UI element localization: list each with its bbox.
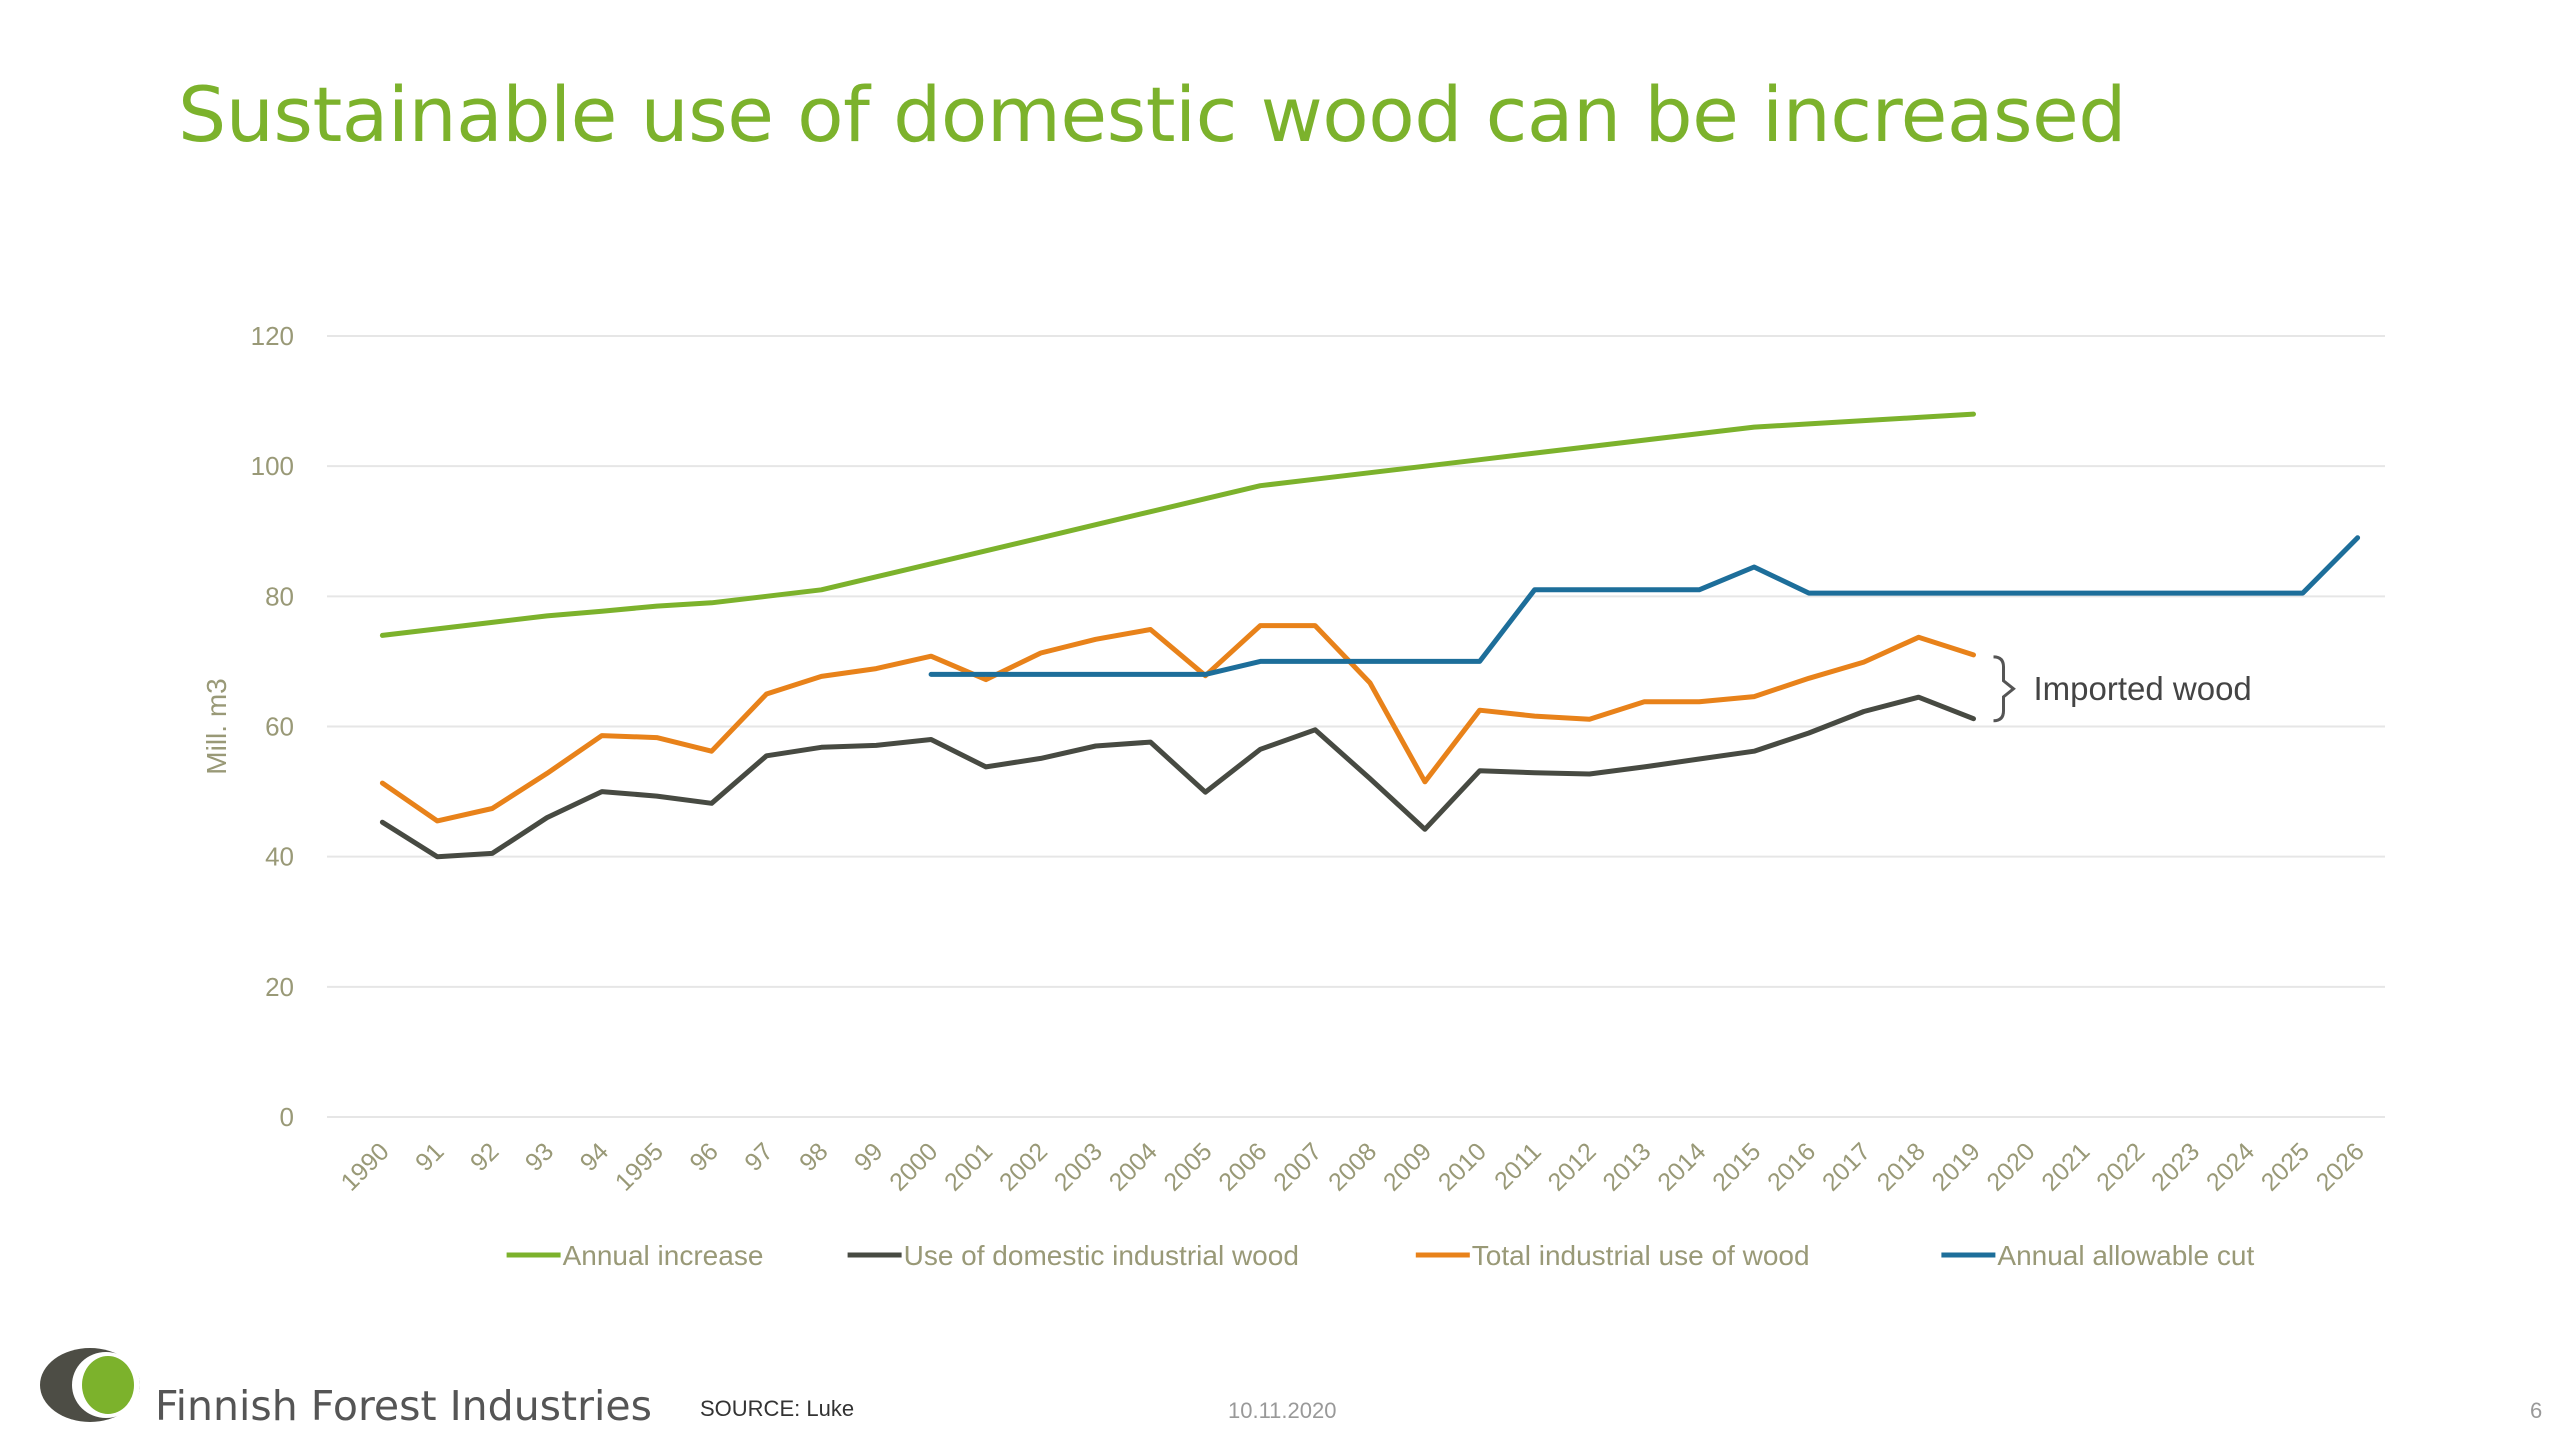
x-tick-label: 2002 — [994, 1137, 1053, 1196]
x-tick-label: 91 — [410, 1137, 449, 1176]
slide-title: Sustainable use of domestic wood can be … — [178, 70, 2127, 159]
y-tick-label: 60 — [265, 712, 294, 742]
x-tick-label: 2015 — [1707, 1137, 1766, 1196]
x-tick-label: 1995 — [610, 1137, 669, 1196]
x-tick-label: 99 — [849, 1137, 888, 1176]
legend-label: Annual increase — [563, 1240, 764, 1271]
x-tick-label: 2009 — [1378, 1137, 1437, 1196]
y-tick-label: 120 — [251, 321, 294, 351]
y-tick-label: 20 — [265, 972, 294, 1002]
x-tick-label: 2023 — [2146, 1137, 2205, 1196]
x-tick-label: 2000 — [884, 1137, 943, 1196]
y-tick-label: 0 — [280, 1102, 294, 1132]
x-tick-label: 93 — [520, 1137, 559, 1176]
x-tick-label: 2004 — [1104, 1137, 1163, 1196]
x-tick-label: 2014 — [1652, 1137, 1711, 1196]
x-tick-label: 2003 — [1049, 1137, 1108, 1196]
x-tick-label: 94 — [575, 1137, 615, 1177]
legend-label: Annual allowable cut — [1997, 1240, 2254, 1271]
x-tick-label: 2024 — [2201, 1137, 2260, 1196]
x-tick-label: 2020 — [1981, 1137, 2040, 1196]
x-tick-label: 2001 — [939, 1137, 998, 1196]
x-tick-label: 2013 — [1597, 1137, 1656, 1196]
y-tick-label: 40 — [265, 842, 294, 872]
legend-label: Total industrial use of wood — [1472, 1240, 1810, 1271]
slide-date: 10.11.2020 — [1228, 1398, 1337, 1423]
y-axis-label: Mill. m3 — [201, 678, 232, 774]
x-tick-label: 2010 — [1433, 1137, 1492, 1196]
x-tick-label: 2008 — [1323, 1137, 1382, 1196]
x-tick-label: 2021 — [2036, 1137, 2095, 1196]
y-tick-label: 100 — [251, 451, 294, 481]
x-tick-label: 2012 — [1543, 1137, 1602, 1196]
leaf-logo-icon — [40, 1348, 140, 1422]
x-tick-label: 92 — [465, 1137, 504, 1176]
source-note: SOURCE: Luke — [700, 1396, 855, 1421]
x-tick-label: 2018 — [1872, 1137, 1931, 1196]
brand-name: Finnish Forest Industries — [155, 1382, 652, 1430]
x-tick-label: 1990 — [336, 1137, 395, 1196]
x-tick-label: 97 — [739, 1137, 778, 1176]
x-tick-label: 96 — [684, 1137, 723, 1176]
series-line-use-of-domestic-industrial-wood — [379, 694, 1976, 860]
page-number: 6 — [2530, 1398, 2543, 1423]
x-tick-label: 2005 — [1159, 1137, 1218, 1196]
x-tick-label: 2022 — [2091, 1137, 2150, 1196]
x-tick-label: 2006 — [1213, 1137, 1272, 1196]
x-tick-label: 2017 — [1817, 1137, 1876, 1196]
x-tick-label: 2007 — [1268, 1137, 1327, 1196]
series-line-total-industrial-use-of-wood — [379, 623, 1976, 824]
x-tick-label: 2016 — [1762, 1137, 1821, 1196]
y-tick-label: 80 — [265, 581, 294, 611]
x-tick-label: 98 — [794, 1137, 833, 1176]
x-tick-label: 2011 — [1489, 1137, 1547, 1195]
annotation-bracket — [1993, 655, 2016, 723]
annotation-label: Imported wood — [2034, 670, 2252, 707]
series-line-annual-allowable-cut — [928, 535, 2361, 677]
legend-label: Use of domestic industrial wood — [904, 1240, 1299, 1271]
x-tick-label: 2026 — [2311, 1137, 2370, 1196]
x-tick-label: 2025 — [2256, 1137, 2315, 1196]
series-line-annual-increase — [379, 411, 1976, 638]
x-tick-label: 2019 — [1927, 1137, 1986, 1196]
